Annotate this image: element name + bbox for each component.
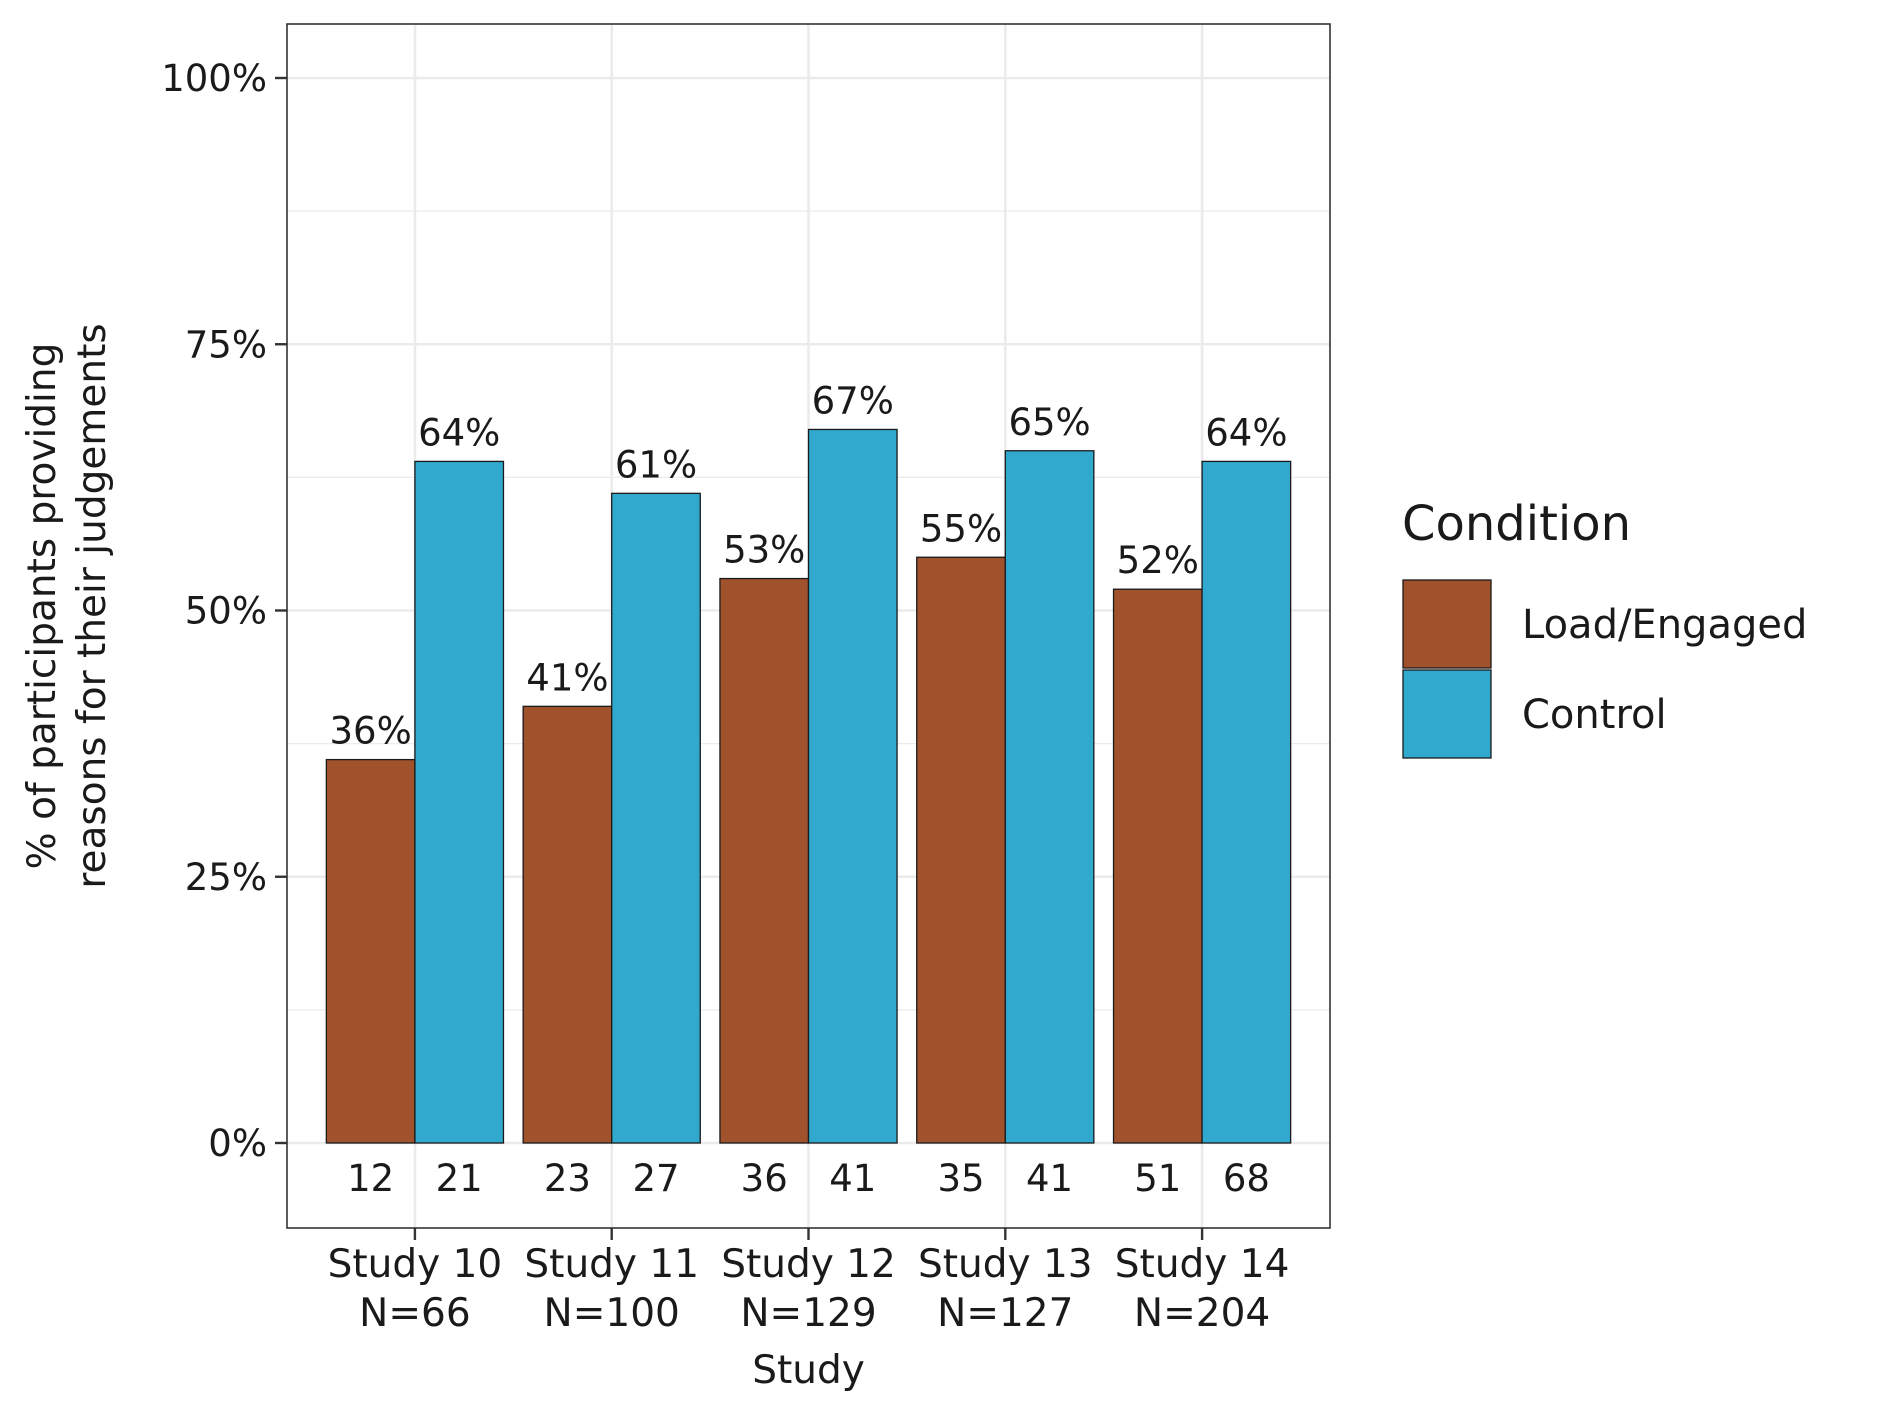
- x-axis-title: Study: [752, 1348, 865, 1393]
- y-tick-label: 25%: [185, 856, 267, 899]
- bar-value-label: 53%: [723, 529, 805, 572]
- bar: [325, 758, 416, 1144]
- bar-count-label: 41: [1026, 1157, 1073, 1200]
- legend-label: Load/Engaged: [1522, 602, 1807, 648]
- bar-value-label: 64%: [1205, 411, 1287, 454]
- x-tick-label: Study 13: [918, 1242, 1093, 1287]
- bar-value-label: 55%: [920, 507, 1002, 550]
- bar-value-label: 67%: [812, 379, 894, 422]
- bar-count-label: 12: [347, 1157, 394, 1200]
- bar-count-label: 36: [741, 1157, 788, 1200]
- bar-count-label: 41: [829, 1157, 876, 1200]
- x-tick-label: Study 12: [721, 1242, 896, 1287]
- bar: [916, 556, 1006, 1144]
- bar: [414, 460, 505, 1144]
- y-tick-label: 100%: [161, 57, 267, 100]
- y-tick-label: 75%: [185, 323, 267, 366]
- legend-key: [1402, 579, 1492, 669]
- bar: [522, 705, 613, 1144]
- x-tick-label: Study 11: [524, 1242, 699, 1287]
- bars: [325, 428, 1292, 1144]
- y-axis-title-line: reasons for their judgements: [70, 323, 115, 888]
- bar-value-label: 64%: [418, 411, 500, 454]
- bar: [611, 492, 701, 1144]
- bar-count-label: 68: [1223, 1157, 1270, 1200]
- bar: [1201, 460, 1292, 1144]
- y-axis-title-line: % of participants providing: [20, 343, 65, 870]
- legend: Condition Load/Engaged Control: [1402, 496, 1807, 759]
- bar-count-label: 21: [436, 1157, 483, 1200]
- x-axis: Study 10N=66 Study 11N=100 Study 12N=129 St…: [328, 1228, 1290, 1336]
- bar: [1112, 588, 1203, 1144]
- x-tick-label: Study 10: [328, 1242, 503, 1287]
- y-axis: 0% 25% 50% 75% 100%: [161, 57, 287, 1165]
- bar-count-label: 51: [1134, 1157, 1181, 1200]
- bar-value-label: 52%: [1117, 539, 1199, 582]
- x-tick-sublabel: N=204: [1134, 1291, 1270, 1336]
- bar-count-label: 23: [544, 1157, 591, 1200]
- bar-value-label: 65%: [1008, 401, 1090, 444]
- x-tick-sublabel: N=100: [544, 1291, 680, 1336]
- x-tick-label: Study 14: [1115, 1242, 1290, 1287]
- y-axis-title: % of participants providing reasons for t…: [20, 323, 115, 888]
- bar-value-label: 36%: [330, 710, 412, 753]
- x-tick-sublabel: N=66: [359, 1291, 470, 1336]
- bar-value-label: 61%: [615, 443, 697, 486]
- legend-title: Condition: [1402, 496, 1631, 552]
- bar-value-label: 41%: [526, 656, 608, 699]
- bar: [1004, 450, 1095, 1144]
- legend-label: Control: [1522, 692, 1667, 738]
- legend-key: [1402, 669, 1492, 759]
- bar: [719, 577, 810, 1144]
- y-tick-label: 0%: [208, 1122, 267, 1165]
- bar-count-label: 27: [632, 1157, 679, 1200]
- bar-value-labels: 36% 41% 53% 55% 52% 64% 61% 67% 65% 64%: [330, 379, 1288, 752]
- x-tick-sublabel: N=129: [740, 1291, 876, 1336]
- x-tick-sublabel: N=127: [937, 1291, 1073, 1336]
- y-tick-label: 50%: [185, 590, 267, 633]
- bar: [807, 428, 898, 1144]
- bar-count-labels: 12 23 36 35 51 21 27 41 41 68: [347, 1157, 1270, 1200]
- bar-count-label: 35: [937, 1157, 984, 1200]
